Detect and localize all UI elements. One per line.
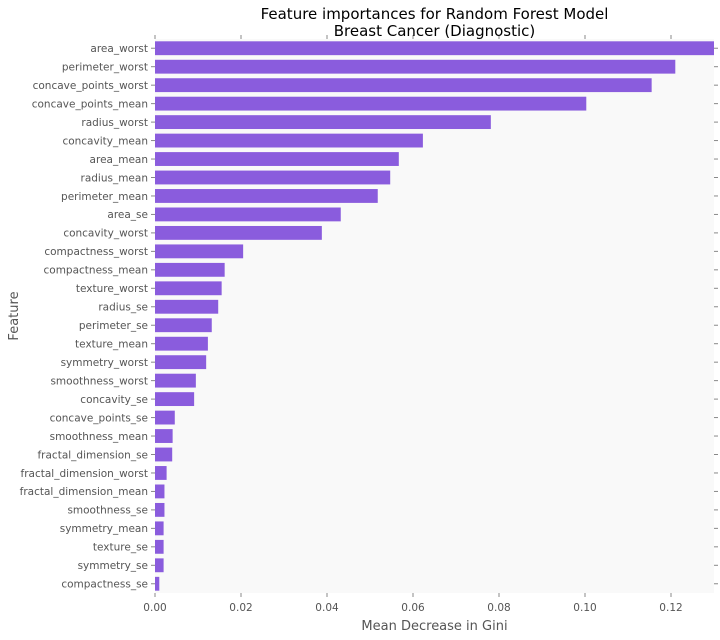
y-tick-label: symmetry_mean <box>60 523 148 535</box>
bar-fractal_dimension_se <box>155 447 173 462</box>
chart-subtitle: Breast Cancer (Diagnostic) <box>334 22 536 40</box>
y-tick-label: smoothness_mean <box>50 431 148 443</box>
y-tick-label: concave_points_se <box>50 412 148 424</box>
bar-smoothness_worst <box>155 373 196 388</box>
bar-compactness_se <box>155 576 160 591</box>
y-tick-label: perimeter_mean <box>61 191 148 203</box>
bar-smoothness_mean <box>155 429 173 443</box>
bar-area_se <box>155 207 341 222</box>
y-tick-label: concavity_se <box>80 394 148 406</box>
y-tick-label: radius_worst <box>81 117 148 129</box>
y-tick-label: compactness_worst <box>44 246 148 258</box>
y-tick-label: texture_se <box>93 542 148 554</box>
y-tick-label: concavity_mean <box>62 135 148 147</box>
x-tick-label: 0.04 <box>315 602 339 614</box>
x-tick-label: 0.00 <box>143 602 166 614</box>
x-tick-label: 0.12 <box>659 602 682 614</box>
y-axis: area_worst perimeter_worst concave_points_… <box>20 43 718 591</box>
bar-texture_worst <box>155 281 222 296</box>
y-tick-label: concavity_worst <box>63 228 148 240</box>
y-tick-label: perimeter_worst <box>62 62 148 74</box>
bar-area_worst <box>155 41 714 56</box>
bar-concave_points_mean <box>155 96 587 111</box>
bar-concavity_se <box>155 392 195 407</box>
y-tick-label: symmetry_se <box>78 560 148 572</box>
bar-area_mean <box>155 152 399 166</box>
bar-radius_worst <box>155 115 491 130</box>
y-tick-label: area_worst <box>90 43 148 55</box>
bar-texture_se <box>155 539 164 554</box>
x-axis-label: Mean Decrease in Gini <box>361 619 507 634</box>
x-tick-label: 0.10 <box>573 602 596 614</box>
y-axis-label: Feature <box>7 291 22 340</box>
y-tick-label: texture_worst <box>76 283 148 295</box>
bar-perimeter_mean <box>155 189 378 203</box>
y-tick-label: compactness_mean <box>44 265 149 277</box>
bar-fractal_dimension_mean <box>155 484 165 499</box>
x-tick-label: 0.08 <box>487 602 510 614</box>
y-tick-label: radius_mean <box>81 172 149 184</box>
y-tick-label: texture_mean <box>75 339 148 351</box>
bar-perimeter_worst <box>155 59 676 74</box>
y-tick-label: fractal_dimension_worst <box>21 468 149 480</box>
y-tick-label: symmetry_worst <box>61 357 148 369</box>
y-tick-label: area_se <box>107 209 148 221</box>
plot-area <box>155 39 714 593</box>
bar-compactness_mean <box>155 262 225 277</box>
bar-perimeter_se <box>155 318 212 333</box>
x-tick-label: 0.06 <box>401 602 425 614</box>
bars <box>155 41 714 591</box>
chart-title: Feature importances for Random Forest Mo… <box>261 5 609 23</box>
y-tick-label: concave_points_worst <box>33 80 148 92</box>
bar-concavity_worst <box>155 225 322 240</box>
bar-texture_mean <box>155 336 208 351</box>
y-tick-label: compactness_se <box>61 579 148 591</box>
y-tick-label: area_mean <box>90 154 148 166</box>
bar-symmetry_se <box>155 558 164 573</box>
x-tick-label: 0.02 <box>229 602 252 614</box>
bar-radius_se <box>155 299 219 314</box>
bar-concavity_mean <box>155 133 423 148</box>
y-tick-label: perimeter_se <box>79 320 148 332</box>
bar-radius_mean <box>155 170 391 185</box>
bar-compactness_worst <box>155 244 244 259</box>
y-tick-label: fractal_dimension_mean <box>20 486 148 498</box>
bar-concave_points_se <box>155 410 175 425</box>
y-tick-label: smoothness_se <box>67 505 148 517</box>
bar-smoothness_se <box>155 502 165 517</box>
x-axis: 0.00 0.02 0.04 0.06 0.08 0.10 0.12 <box>143 35 683 614</box>
y-tick-label: fractal_dimension_se <box>37 449 148 461</box>
y-tick-label: radius_se <box>98 302 148 314</box>
bar-fractal_dimension_worst <box>155 466 167 480</box>
bar-symmetry_mean <box>155 521 164 536</box>
y-tick-label: concave_points_mean <box>32 98 148 110</box>
y-tick-label: smoothness_worst <box>50 375 148 387</box>
bar-concave_points_worst <box>155 78 652 93</box>
bar-symmetry_worst <box>155 355 207 370</box>
